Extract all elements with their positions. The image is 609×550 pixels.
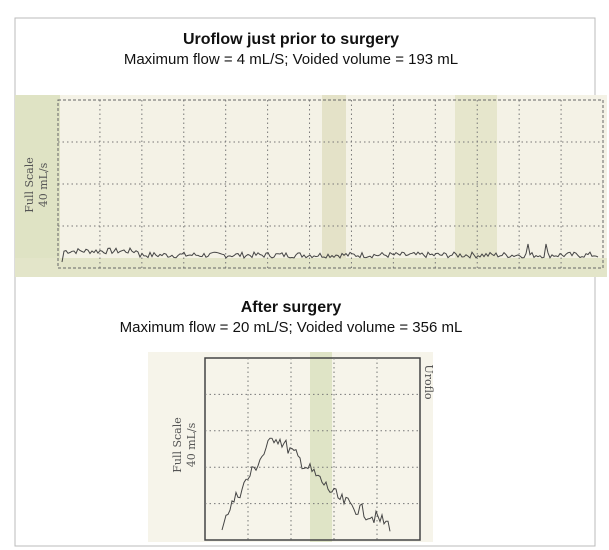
paper-shade — [322, 95, 346, 277]
scale-label: 40 mL/s — [185, 422, 198, 467]
top-strip: Full Scale 40 mL/s — [15, 95, 607, 277]
title: Uroflow just prior to surgery — [183, 31, 399, 48]
subtitle: Maximum flow = 20 mL/S; Voided volume = … — [120, 319, 463, 336]
figure: Full Scale 40 mL/s Uroflow just prior to… — [0, 0, 609, 550]
scale-label: 40 mL/s — [37, 162, 50, 207]
bottom-strip: Full Scale 40 mL/s Uroflo — [148, 352, 435, 542]
subtitle: Maximum flow = 4 mL/S; Voided volume = 1… — [124, 51, 458, 68]
paper — [15, 95, 607, 277]
paper-shade — [455, 95, 497, 277]
scale-label: Full Scale — [171, 417, 184, 473]
paper-shade — [310, 352, 332, 542]
title: After surgery — [241, 299, 342, 316]
side-label: Uroflo — [422, 364, 435, 399]
page: Full Scale 40 mL/s Uroflow just prior to… — [0, 0, 609, 550]
scale-label: Full Scale — [23, 157, 36, 213]
